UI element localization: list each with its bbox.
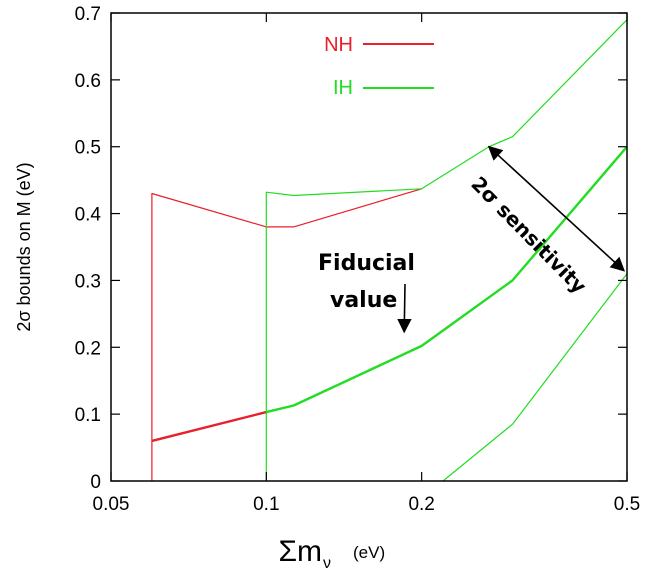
series-line-nh-fiducial	[151, 410, 267, 443]
x-tick-label: 0.5	[614, 494, 640, 515]
y-tick-label: 0	[90, 472, 101, 493]
y-tick-label: 0.3	[75, 271, 101, 292]
series-line-nh-upper	[151, 188, 422, 481]
y-tick-label: 0.2	[75, 338, 101, 359]
x-axis-label-main: Σm	[278, 535, 322, 568]
x-axis-label-unit: (eV)	[353, 543, 385, 562]
sensitivity-annotation: 2σ sensitivity	[466, 145, 626, 299]
y-tick-label: 0.4	[75, 205, 102, 226]
x-axis-label: Σm ν (eV)	[278, 535, 385, 571]
sensitivity-arrow	[487, 145, 626, 272]
y-tick-label: 0.1	[75, 405, 101, 426]
legend: NH IH	[324, 34, 434, 99]
x-tick-label: 0.2	[408, 494, 434, 515]
y-tick-labels: 0 0.1 0.2 0.3 0.4 0.5 0.6 0.7	[75, 4, 102, 493]
series-line-ih-lower	[442, 273, 628, 482]
y-tick-label: 0.6	[75, 71, 101, 92]
x-tick-label: 0.1	[253, 494, 279, 515]
plot-frame	[110, 12, 628, 482]
fiducial-annotation: Fiducial value	[318, 251, 415, 334]
x-tick-label: 0.05	[93, 494, 130, 515]
legend-label-ih: IH	[333, 77, 353, 99]
y-tick-label: 0.5	[75, 138, 101, 159]
series-line-ih-upper	[265, 19, 628, 481]
legend-label-nh: NH	[324, 34, 353, 56]
y-axis-label: 2σ bounds on M (eV)	[14, 162, 34, 331]
fiducial-label-line2: value	[330, 288, 397, 313]
fiducial-arrow	[397, 283, 412, 334]
ticks-layer	[110, 12, 628, 482]
fiducial-label-line1: Fiducial	[318, 251, 415, 276]
sensitivity-label: 2σ sensitivity	[466, 172, 591, 299]
y-tick-label: 0.7	[75, 4, 101, 25]
x-tick-labels: 0.05 0.1 0.2 0.5	[93, 494, 641, 515]
x-axis-label-sub: ν	[323, 555, 331, 571]
sensitivity-label-rest: sensitivity	[487, 193, 591, 299]
